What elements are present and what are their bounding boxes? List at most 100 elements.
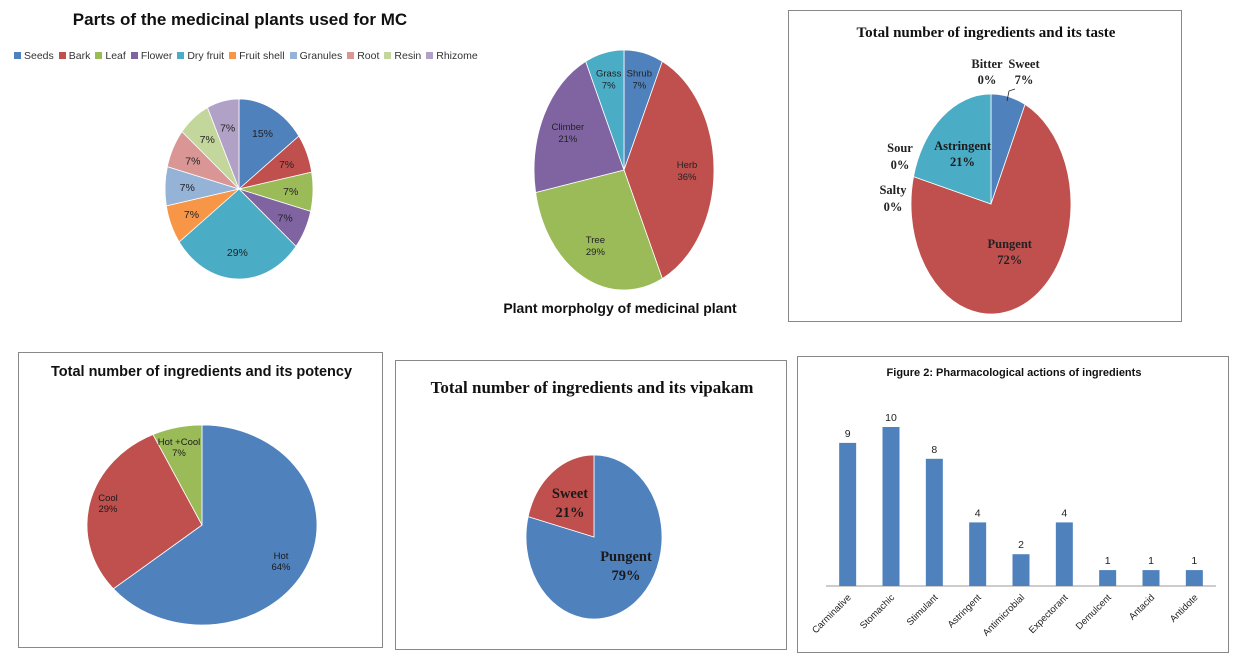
potency-slice-value: 29% [98, 504, 118, 515]
legend-item-granules: Granules [289, 50, 343, 62]
potency-chart-panel: Total number of ingredients and its pote… [18, 352, 383, 648]
potency-slice-value: 64% [271, 562, 291, 573]
actions-chart-panel: Figure 2: Pharmacological actions of ing… [797, 356, 1229, 653]
potency-slice-label: Hot [274, 551, 289, 562]
potency-slice-label: Hot +Cool [158, 437, 201, 448]
morphology-slice-value: 21% [558, 134, 578, 145]
legend-item-bark: Bark [58, 50, 91, 62]
taste-slice-value: 0% [884, 200, 903, 214]
bar-value-label: 1 [1191, 555, 1197, 567]
legend-swatch [177, 52, 185, 59]
legend-swatch [229, 52, 237, 59]
vipakam-slice-label: Sweet [552, 486, 588, 502]
morphology-slice-value: 7% [632, 81, 646, 92]
legend-label: Bark [68, 50, 91, 62]
parts-chart-panel: Parts of the medicinal plants used for M… [0, 0, 480, 320]
morphology-slice-herb [623, 60, 715, 280]
taste-leader-line [1006, 88, 1016, 102]
legend-swatch [130, 52, 138, 59]
legend-label: Root [357, 50, 380, 62]
x-tick-label: Demulcent [1074, 592, 1114, 632]
bar-value-label: 4 [1061, 507, 1067, 519]
bar-value-label: 8 [931, 444, 937, 456]
taste-slice-value: 7% [1015, 73, 1034, 87]
bar-stimulant [925, 458, 943, 586]
taste-chart-title: Total number of ingredients and its tast… [856, 25, 1116, 41]
legend-item-seeds: Seeds [14, 50, 54, 62]
morphology-slice-climber [533, 60, 625, 193]
legend-label: Granules [299, 50, 343, 62]
bar-value-label: 1 [1105, 555, 1111, 567]
legend-swatch [58, 52, 66, 59]
bar-value-label: 2 [1018, 539, 1024, 551]
morphology-slice-grass [585, 49, 625, 171]
legend-item-resin: Resin [384, 50, 421, 62]
x-tick-label: Stimulant [905, 592, 941, 628]
taste-slice-label: Sweet [1008, 57, 1040, 71]
bar-carminative [839, 442, 857, 586]
legend-swatch [14, 52, 21, 59]
taste-slice-label: Sour [887, 141, 913, 155]
morphology-slice-value: 29% [586, 247, 606, 258]
taste-slice-value: 0% [891, 158, 910, 172]
potency-slice-hot-cool [152, 424, 203, 526]
vipakam-slice-label: Pungent [600, 549, 652, 565]
morphology-slice-value: 36% [677, 172, 697, 183]
legend-item-fruit-shell: Fruit shell [229, 50, 285, 62]
taste-slice-value: 0% [978, 73, 997, 87]
taste-slice-label: Bitter [971, 57, 1003, 71]
taste-slice-astringent [913, 93, 992, 205]
morphology-chart-title: Plant morpholgy of medicinal plant [503, 300, 737, 316]
vipakam-slice-value: 79% [612, 568, 641, 584]
taste-slice-value: 21% [950, 155, 975, 169]
legend-item-dry-fruit: Dry fruit [177, 50, 224, 62]
parts-data-label: 7% [220, 123, 235, 135]
legend-label: Leaf [105, 50, 126, 62]
vipakam-pie-chart: Pungent 79% Sweet 21% [525, 454, 663, 620]
legend-item-leaf: Leaf [95, 50, 126, 62]
vipakam-chart-title: Total number of ingredients and its vipa… [430, 378, 754, 397]
parts-pie-chart: 15%7%7%7%29%7%7%7%7%7% [164, 98, 314, 280]
parts-data-label: 7% [185, 155, 200, 167]
x-tick-label: Antacid [1127, 592, 1157, 622]
bar-value-label: 4 [975, 507, 981, 519]
bar-value-label: 1 [1148, 555, 1154, 567]
legend-swatch [347, 52, 355, 59]
x-tick-label: Expectorant [1027, 592, 1071, 636]
morphology-slice-label: Herb [677, 160, 698, 171]
parts-data-label: 7% [278, 213, 293, 225]
taste-slice-label: Salty [879, 183, 907, 197]
morphology-slice-value: 7% [602, 81, 616, 92]
parts-data-label: 7% [279, 159, 294, 171]
x-tick-label: Antidote [1168, 592, 1200, 624]
taste-slice-pungent [910, 103, 1072, 315]
morphology-slice-label: Tree [586, 235, 605, 246]
actions-bar-chart: 9 Carminative 10 Stomachic 8 Stimulant 4 Astrin… [810, 412, 1216, 639]
taste-pie-chart: Sweet 7% Pungent 72% Astringent 21% Bitter 0% So… [879, 57, 1072, 315]
legend-label: Rhizome [436, 50, 478, 62]
bar-value-label: 9 [845, 428, 851, 440]
bar-antidote [1185, 570, 1203, 586]
x-tick-label: Antimicrobial [981, 592, 1027, 638]
bar-expectorant [1055, 522, 1073, 586]
legend-label: Flower [140, 50, 173, 62]
morphology-slice-label: Climber [551, 122, 584, 133]
parts-slice-dry-fruit [178, 188, 297, 280]
morphology-slice-tree [535, 169, 663, 291]
bar-antacid [1142, 570, 1160, 586]
potency-slice-hot [112, 424, 318, 626]
parts-slice-rhizome [206, 98, 240, 190]
bar-value-label: 10 [885, 412, 897, 424]
morphology-chart-panel: Shrub 7% Herb 36% Tree 29% Climber 21% Grass 7% P… [500, 0, 785, 330]
morphology-slice-label: Grass [596, 69, 622, 80]
parts-data-label: 7% [200, 134, 215, 146]
actions-chart-title: Figure 2: Pharmacological actions of ing… [886, 367, 1142, 379]
legend-swatch [426, 52, 434, 59]
potency-slice-label: Cool [98, 493, 118, 504]
taste-slice-label: Pungent [988, 237, 1033, 251]
x-tick-label: Stomachic [858, 592, 897, 631]
vipakam-slice-value: 21% [556, 505, 585, 521]
legend-swatch [384, 52, 392, 59]
x-tick-label: Carminative [810, 592, 854, 636]
